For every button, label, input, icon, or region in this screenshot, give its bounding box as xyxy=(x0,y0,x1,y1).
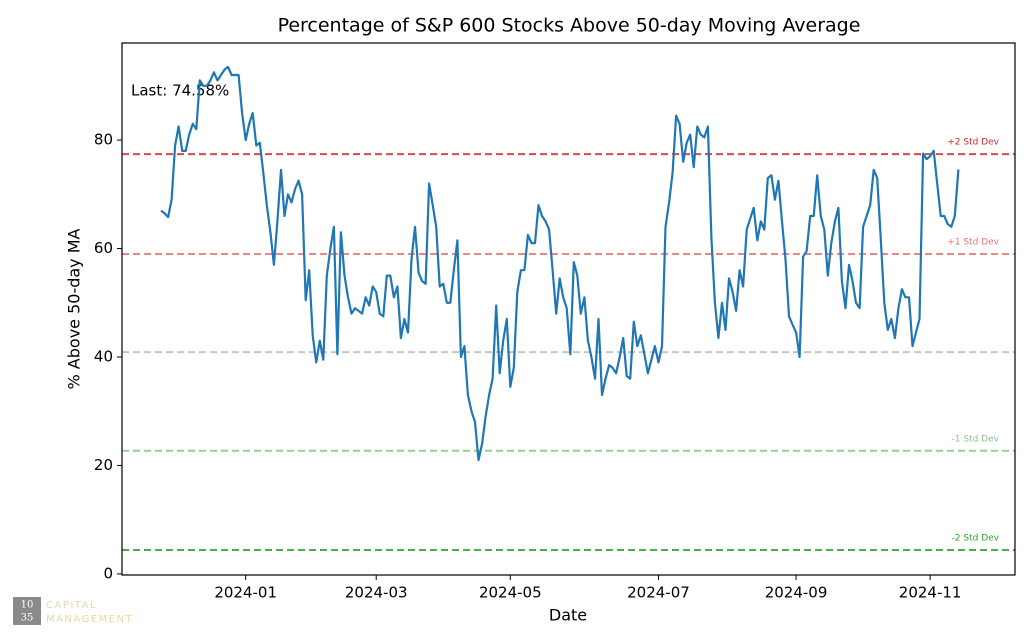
y-tick-label: 20 xyxy=(94,456,113,474)
x-tick-label: 2024-03 xyxy=(345,584,408,602)
logo-top: 10 xyxy=(21,600,34,611)
x-tick-label: 2024-07 xyxy=(627,584,690,602)
y-tick-label: 40 xyxy=(94,347,113,365)
chart-title: Percentage of S&P 600 Stocks Above 50-da… xyxy=(278,15,861,37)
reference-label: +1 Std Dev xyxy=(947,237,999,247)
x-tick-label: 2024-11 xyxy=(899,584,962,602)
annotation: Last: 74.58% xyxy=(131,82,229,100)
x-tick-label: 2024-09 xyxy=(765,584,828,602)
logo-line1: CAPITAL xyxy=(46,600,97,611)
plot-frame xyxy=(121,42,1016,576)
x-axis-label: Date xyxy=(549,606,587,625)
logo-bottom: 35 xyxy=(21,613,34,624)
logo-line2: MANAGEMENT xyxy=(46,614,133,625)
y-tick-label: 80 xyxy=(94,131,113,149)
y-tick-label: 60 xyxy=(94,239,113,257)
reference-label: -1 Std Dev xyxy=(952,434,1000,444)
reference-label: -2 Std Dev xyxy=(952,534,1000,544)
data-line xyxy=(160,65,960,462)
x-tick-label: 2024-05 xyxy=(479,584,542,602)
reference-label: +2 Std Dev xyxy=(947,138,999,148)
logo-box xyxy=(13,597,41,625)
logo: 10 35 CAPITAL MANAGEMENT xyxy=(13,597,133,625)
y-axis-label: % Above 50-day MA xyxy=(65,228,84,389)
y-tick-label: 0 xyxy=(103,564,113,582)
x-tick-label: 2024-01 xyxy=(214,584,277,602)
